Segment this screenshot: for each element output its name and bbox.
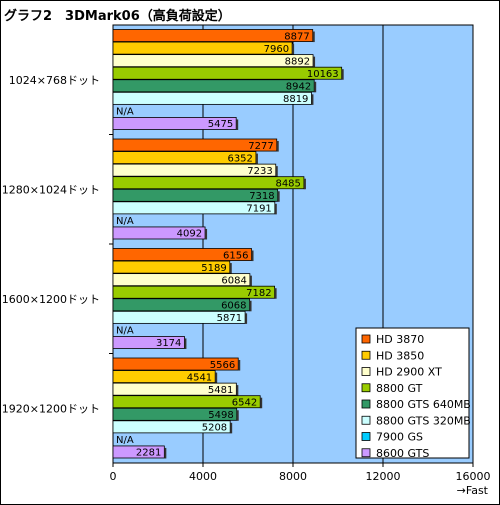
data-label: 5475 xyxy=(208,119,233,130)
x-axis-label: →Fast xyxy=(457,484,489,497)
data-label: 7233 xyxy=(247,166,272,177)
data-label: 7960 xyxy=(264,44,289,55)
bar-shadow xyxy=(292,44,295,55)
bar-shadow xyxy=(312,31,315,43)
legend-swatch xyxy=(361,383,371,393)
legend-box xyxy=(355,327,470,459)
bar xyxy=(112,29,314,42)
data-label: 3174 xyxy=(156,338,181,349)
data-label: 4092 xyxy=(177,229,202,240)
data-label: 4541 xyxy=(187,372,212,383)
data-label: 8942 xyxy=(286,82,311,93)
data-label: 7318 xyxy=(249,191,274,202)
data-label: N/A xyxy=(116,326,134,337)
x-tick-label: 8000 xyxy=(279,470,307,483)
bar-shadow xyxy=(164,447,167,459)
bar-shadow xyxy=(184,338,187,349)
bar-shadow xyxy=(274,288,277,299)
category-label: 1024×768ドット xyxy=(9,74,100,87)
data-label: 5871 xyxy=(217,313,242,324)
bar-shadow xyxy=(303,178,306,190)
bar-shadow xyxy=(245,313,248,324)
legend-label: 8800 GTS 320MB xyxy=(376,414,471,427)
bar-shadow xyxy=(229,263,232,274)
bar-shadow xyxy=(277,191,280,202)
data-label: 7191 xyxy=(246,204,271,215)
legend-label: HD 3870 xyxy=(376,333,424,346)
data-label: 8819 xyxy=(283,94,308,105)
bar-shadow xyxy=(311,94,314,105)
bar xyxy=(112,91,312,105)
data-label: 2281 xyxy=(136,448,161,459)
legend-label: HD 2900 XT xyxy=(376,366,442,379)
data-label: 7182 xyxy=(246,288,271,299)
legend-label: 8800 GTS 640MB xyxy=(376,398,471,411)
bar xyxy=(112,79,315,93)
x-tick-label: 12000 xyxy=(366,470,401,483)
bar-shadow xyxy=(314,81,317,93)
legend-label: 8800 GT xyxy=(376,382,423,395)
bar-shadow xyxy=(236,119,239,130)
x-tick-label: 0 xyxy=(110,470,117,483)
data-label: 5481 xyxy=(208,385,233,396)
bar-shadow xyxy=(236,385,239,396)
bar-shadow xyxy=(249,275,252,287)
data-label: N/A xyxy=(116,107,134,118)
bar xyxy=(112,66,343,80)
chart-title: グラフ2 3DMark06（高負荷設定） xyxy=(4,9,231,24)
bar-shadow xyxy=(236,410,239,421)
legend-swatch xyxy=(361,399,371,409)
legend-swatch xyxy=(361,448,371,458)
bar-shadow xyxy=(249,300,252,312)
x-tick-label: 4000 xyxy=(189,470,217,483)
bar-shadow xyxy=(238,360,241,371)
legend-swatch xyxy=(361,367,371,376)
legend-swatch xyxy=(361,334,371,344)
legend-label: 8600 GTS xyxy=(376,447,429,460)
data-label: 6352 xyxy=(227,153,252,164)
data-label: N/A xyxy=(116,435,134,446)
legend-swatch xyxy=(361,350,371,360)
data-label: N/A xyxy=(116,216,134,227)
bar-shadow xyxy=(215,372,218,384)
bar-shadow xyxy=(341,69,344,80)
data-label: 7277 xyxy=(248,141,273,152)
category-label: 1920×1200ドット xyxy=(2,402,100,415)
category-label: 1600×1200ドット xyxy=(2,293,100,306)
bar-shadow xyxy=(276,141,279,152)
legend-label: 7900 GS xyxy=(376,431,423,444)
bar-shadow xyxy=(313,56,316,68)
bar xyxy=(112,54,314,68)
data-label: 6068 xyxy=(221,301,246,312)
data-label: 5498 xyxy=(208,410,233,421)
data-label: 6084 xyxy=(221,275,246,286)
bar-shadow xyxy=(274,203,277,215)
bar-shadow xyxy=(205,228,208,240)
category-label: 1280×1024ドット xyxy=(2,183,100,196)
data-label: 8877 xyxy=(284,31,309,42)
x-tick-label: 16000 xyxy=(456,470,491,483)
bar-shadow xyxy=(275,166,278,177)
data-label: 10163 xyxy=(307,69,339,80)
data-label: 8892 xyxy=(285,56,310,67)
bar-shadow xyxy=(255,153,258,165)
data-label: 5189 xyxy=(201,263,226,274)
bar-shadow xyxy=(251,250,254,262)
data-label: 6542 xyxy=(232,397,257,408)
data-label: 6156 xyxy=(223,250,248,261)
legend-swatch xyxy=(361,415,371,425)
data-label: 8485 xyxy=(275,178,300,189)
legend-swatch xyxy=(361,432,371,441)
bar-shadow xyxy=(230,422,233,434)
bar-shadow xyxy=(260,397,263,409)
data-label: 5566 xyxy=(210,360,235,371)
legend-label: HD 3850 xyxy=(376,349,424,362)
data-label: 5208 xyxy=(202,423,227,434)
bar xyxy=(112,138,278,152)
